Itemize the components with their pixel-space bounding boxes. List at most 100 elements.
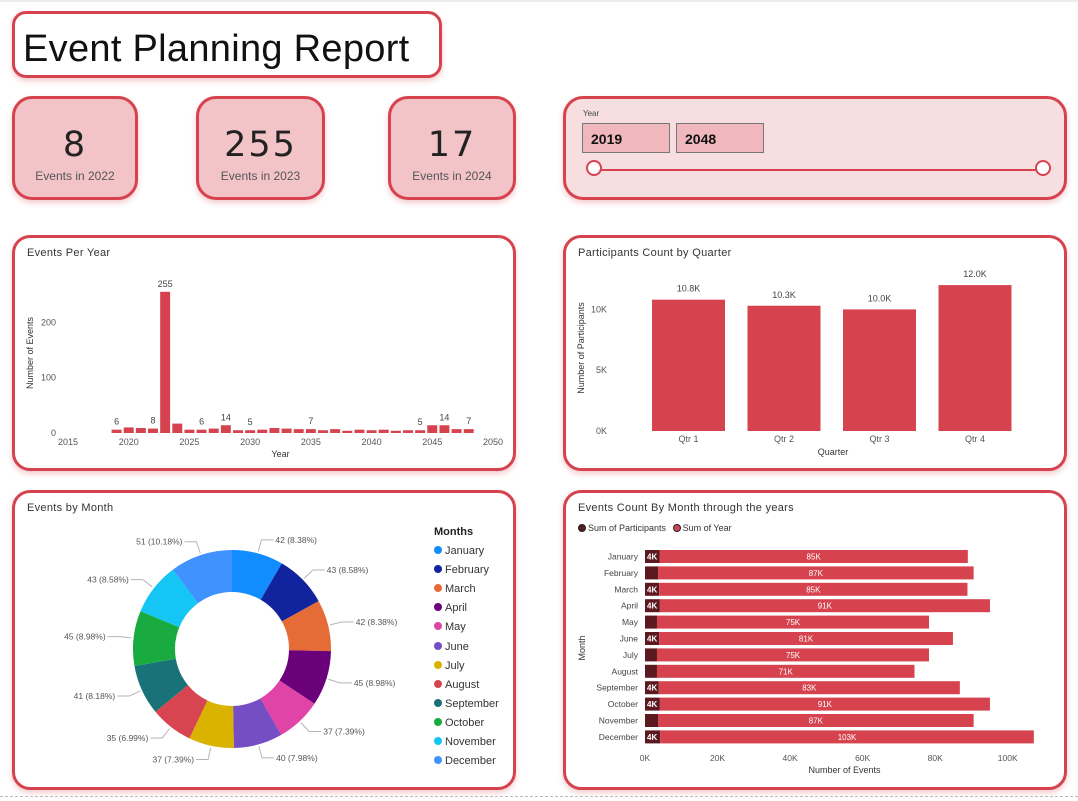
events-count-legend: Sum of Participants Sum of Year [578,523,732,533]
donut-leader-line [258,746,275,759]
year-to-input[interactable]: 2048 [676,123,764,153]
hb-x-axis-label: Number of Events [808,765,881,775]
hb-year-segment [659,632,953,645]
legend-item-july[interactable]: July [434,660,465,676]
donut-slice-label: 42 (8.38%) [356,617,398,627]
epy-bar [111,429,122,433]
pbq-x-tick: Qtr 4 [965,434,985,444]
epy-y-tick: 200 [41,317,56,327]
epy-y-tick: 100 [41,373,56,383]
epy-x-tick: 2040 [362,437,382,447]
legend-label: November [445,736,496,748]
hb-participants-segment [645,714,659,727]
report-title: Event Planning Report [23,28,410,70]
pbq-bar [843,309,916,431]
events-count-by-month-card: Events Count By Month through the years … [563,490,1067,790]
pbq-bar [747,305,821,431]
donut-slice-march [281,601,331,652]
epy-bar [160,291,171,433]
pbq-bar [938,285,1012,431]
donut-slice-september [134,658,188,712]
legend-item-april[interactable]: April [434,602,467,618]
epy-x-tick: 2050 [483,437,503,447]
epy-data-label: 6 [199,417,204,427]
year-slider-track[interactable] [594,169,1044,171]
epy-bar [233,430,243,433]
epy-bar [293,429,304,433]
epy-bar [257,429,268,433]
hb-month-label: May [622,617,639,627]
legend-participants-label: Sum of Participants [588,523,667,533]
events-by-month-card: Events by Month 42 (8.38%) 43 (8.58%) 42 (… [12,490,516,790]
epy-bar [439,425,450,433]
months-legend-title: Months [434,526,474,538]
donut-slice-july [189,700,234,748]
donut-slice-label: 35 (6.99%) [107,733,149,743]
epy-bar [342,430,353,433]
legend-label: March [445,583,476,596]
legend-marker [434,641,442,650]
hb-year-label: 85K [807,553,822,562]
legend-item-october[interactable]: October [434,717,484,733]
hb-year-segment [658,681,960,695]
legend-item-november[interactable]: November [434,736,496,752]
legend-marker [434,546,442,554]
donut-leader-line [303,569,325,579]
legend-item-june[interactable]: June [434,641,469,657]
epy-bar [172,423,183,433]
legend-label: July [445,659,465,672]
epy-bar [366,430,377,433]
legend-item-february[interactable]: February [434,564,489,580]
year-slider-start-handle[interactable] [586,160,602,176]
kpi-value-2023: 255 [224,125,297,165]
donut-slice-june [233,698,282,748]
legend-item-august[interactable]: August [434,679,479,695]
year-slicer: Year 2019 2048 [563,96,1067,200]
legend-item-december[interactable]: December [434,755,496,771]
hb-participants-segment [645,730,661,744]
hb-year-label: 87K [809,717,824,726]
legend-item-march[interactable]: March [434,583,476,599]
epy-x-tick: 2045 [422,437,442,447]
donut-leader-line [150,728,171,739]
epy-bar [135,428,146,433]
hb-year-label: 81K [799,635,814,644]
donut-leader-line [117,690,141,697]
legend-marker [434,717,442,726]
year-slider-end-handle[interactable] [1035,160,1051,176]
legend-item-may[interactable]: May [434,621,466,637]
epy-bar [269,428,280,433]
kpi-card-2023: 255 Events in 2023 [196,96,325,200]
epy-bar [281,428,292,433]
hb-x-tick: 80K [928,753,943,763]
hb-participants-label: 4K [647,553,657,562]
donut-leader-line [107,636,132,639]
donut-slice-february [260,563,319,622]
donut-slice-label: 42 (8.38%) [275,535,317,545]
legend-item-september[interactable]: September [434,698,499,714]
donut-leader-line [329,621,354,626]
events-per-year-title: Events Per Year [27,247,111,259]
bottom-border-line [0,796,1078,797]
hb-participants-label: 4K [647,585,657,594]
legend-label: February [445,564,490,577]
donut-slice-january [232,550,282,600]
pbq-value-label: 10.3K [772,290,796,300]
epy-data-label: 6 [114,417,119,427]
year-from-input[interactable]: 2019 [582,123,670,153]
epy-data-label: 5 [418,417,423,427]
hb-year-segment [659,697,990,711]
legend-year-label: Sum of Year [682,523,732,533]
hb-participants-segment [645,599,660,613]
hb-year-label: 87K [809,569,824,578]
kpi-value-2022: 8 [62,125,88,165]
events-per-year-chart: 6 8 255 6 14 5 7 5 14 7 2015 2020 2025 2030 2035 2040 20… [25,279,503,459]
legend-marker [434,737,442,745]
hb-participants-segment [645,615,657,629]
legend-item-january[interactable]: January [434,545,484,561]
pbq-y-tick: 5K [596,365,607,375]
hb-y-axis-label: Month [577,635,587,660]
donut-slice-label: 45 (8.98%) [64,632,106,642]
epy-bar [463,429,474,433]
hb-year-label: 91K [818,602,833,611]
